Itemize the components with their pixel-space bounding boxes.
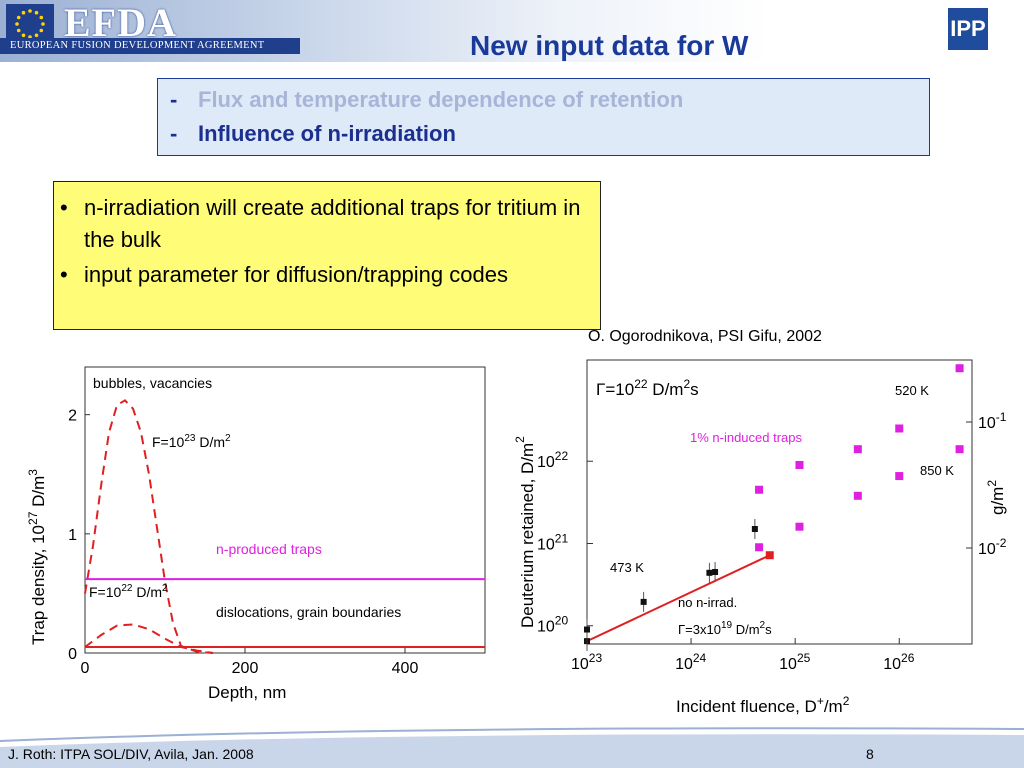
annotation-no-irrad: no n-irrad. bbox=[678, 595, 737, 610]
data-point-series-0 bbox=[584, 626, 590, 633]
annotation-fluence-23: F=1023 D/m2 bbox=[152, 433, 231, 450]
eu-flag-icon bbox=[6, 4, 54, 44]
data-point-series-1 bbox=[795, 460, 804, 469]
page-number: 8 bbox=[866, 746, 874, 762]
y-axis-label: Trap density, 1027 D/m3 bbox=[26, 469, 48, 645]
footer-author: J. Roth: ITPA SOL/DIV, Avila, Jan. 2008 bbox=[8, 746, 254, 762]
y-tick-label: 1022 bbox=[537, 449, 568, 471]
chart-series-group bbox=[84, 399, 485, 654]
annotation-n-produced-traps: n-produced traps bbox=[216, 541, 322, 557]
x-tick-label: 400 bbox=[392, 660, 419, 677]
agenda-box: - Flux and temperature dependence of rete… bbox=[157, 78, 930, 156]
y-tick-label: 1 bbox=[68, 527, 77, 544]
data-point-series-2 bbox=[795, 522, 804, 531]
annotation-473k: 473 K bbox=[610, 560, 644, 575]
data-point-series-3 bbox=[765, 551, 774, 560]
data-point-series-2 bbox=[895, 472, 904, 481]
x-axis-label: Incident fluence, D+/m2 bbox=[676, 694, 850, 716]
annotation-gamma: Γ=3x1019 D/m2s bbox=[678, 620, 772, 637]
data-point-series-1 bbox=[895, 424, 904, 433]
bullet-box: • n-irradiation will create additional t… bbox=[53, 181, 601, 330]
data-point-series-1 bbox=[955, 445, 964, 454]
x-tick-label: 0 bbox=[81, 660, 90, 677]
series-line-0 bbox=[84, 399, 214, 654]
x-axis-label: Depth, nm bbox=[208, 683, 286, 702]
agenda-item-label: Influence of n-irradiation bbox=[198, 121, 456, 146]
y-tick-label: 0 bbox=[68, 646, 77, 663]
annotation-850k: 850 K bbox=[920, 463, 954, 478]
plot-frame bbox=[586, 359, 973, 645]
data-point-series-2 bbox=[755, 543, 764, 552]
efda-logo: EFDA EUROPEAN FUSION DEVELOPMENT AGREEME… bbox=[0, 0, 300, 56]
efda-logo-text: EFDA bbox=[64, 0, 177, 45]
x-tick-label: 1025 bbox=[779, 651, 810, 673]
annotation-induced-traps: 1% n-induced traps bbox=[690, 430, 803, 445]
annotation-520k: 520 K bbox=[895, 383, 929, 398]
slide-title: New input data for W bbox=[470, 30, 749, 61]
data-point-series-0 bbox=[706, 569, 713, 576]
data-point-series-2 bbox=[955, 364, 964, 373]
footer-swoosh bbox=[0, 727, 1024, 768]
bullet-item: • input parameter for diffusion/trapping… bbox=[60, 259, 590, 291]
bullet-text: input parameter for diffusion/trapping c… bbox=[84, 262, 508, 287]
x-tick-label: 1024 bbox=[675, 651, 706, 673]
data-point-series-0 bbox=[712, 569, 719, 576]
y-tick-label: 1021 bbox=[537, 531, 568, 553]
ipp-logo: IPP bbox=[948, 8, 988, 50]
bullet-item: • n-irradiation will create additional t… bbox=[60, 192, 590, 256]
x-tick-label: 200 bbox=[232, 660, 259, 677]
annotation-bubbles: bubbles, vacancies bbox=[93, 375, 212, 391]
agenda-dash: - bbox=[170, 121, 178, 146]
y-tick-label: 1020 bbox=[537, 614, 568, 636]
agenda-item-n-irradiation: - Influence of n-irradiation bbox=[170, 121, 456, 147]
right-tick-label: 10-1 bbox=[978, 410, 1007, 432]
annotation-flux: Γ=1022 D/m2s bbox=[596, 377, 699, 399]
data-point-series-0 bbox=[751, 525, 758, 532]
citation: O. Ogorodnikova, PSI Gifu, 2002 bbox=[588, 328, 822, 345]
y-tick-label: 2 bbox=[68, 408, 77, 425]
bullet-text: n-irradiation will create additional tra… bbox=[84, 195, 581, 252]
annotation-fluence-22: F=1022 D/m2 bbox=[89, 583, 168, 600]
fit-line bbox=[586, 554, 771, 643]
series-line-1 bbox=[84, 623, 214, 654]
data-point-series-1 bbox=[755, 485, 764, 494]
data-point-series-2 bbox=[853, 491, 862, 500]
bullet-icon: • bbox=[60, 262, 68, 287]
data-point-series-1 bbox=[853, 445, 862, 454]
bullet-icon: • bbox=[60, 195, 68, 220]
chart-ticks-group: 1023 1024 1025 1026 1020 1021 1022 10-1 10-2 bbox=[537, 410, 1007, 673]
x-tick-label: 1023 bbox=[571, 651, 602, 673]
agenda-dash: - bbox=[170, 87, 178, 112]
x-tick-label: 1026 bbox=[883, 651, 914, 673]
plot-frame bbox=[84, 366, 486, 654]
agenda-item-flux: - Flux and temperature dependence of rete… bbox=[170, 87, 683, 113]
trap-density-chart: 0 200 400 0 1 2 Depth, nm Trap density, 1027 … bbox=[26, 366, 486, 702]
y-axis-label-left: Deuterium retained, D/m2 bbox=[513, 436, 537, 628]
y-axis-label-right: g/m2 bbox=[985, 480, 1007, 515]
deuterium-retention-chart: 1023 1024 1025 1026 1020 1021 1022 10-1 10-2 Inc… bbox=[513, 359, 1007, 716]
agenda-item-label: Flux and temperature dependence of reten… bbox=[198, 87, 684, 112]
efda-logo-subtitle: EUROPEAN FUSION DEVELOPMENT AGREEMENT bbox=[0, 38, 300, 54]
chart-series-group bbox=[584, 364, 964, 652]
chart-ticks-group: 0 200 400 0 1 2 bbox=[68, 408, 418, 677]
right-tick-label: 10-2 bbox=[978, 536, 1007, 558]
annotation-dislocations: dislocations, grain boundaries bbox=[216, 604, 401, 620]
data-point-series-0 bbox=[640, 598, 647, 605]
